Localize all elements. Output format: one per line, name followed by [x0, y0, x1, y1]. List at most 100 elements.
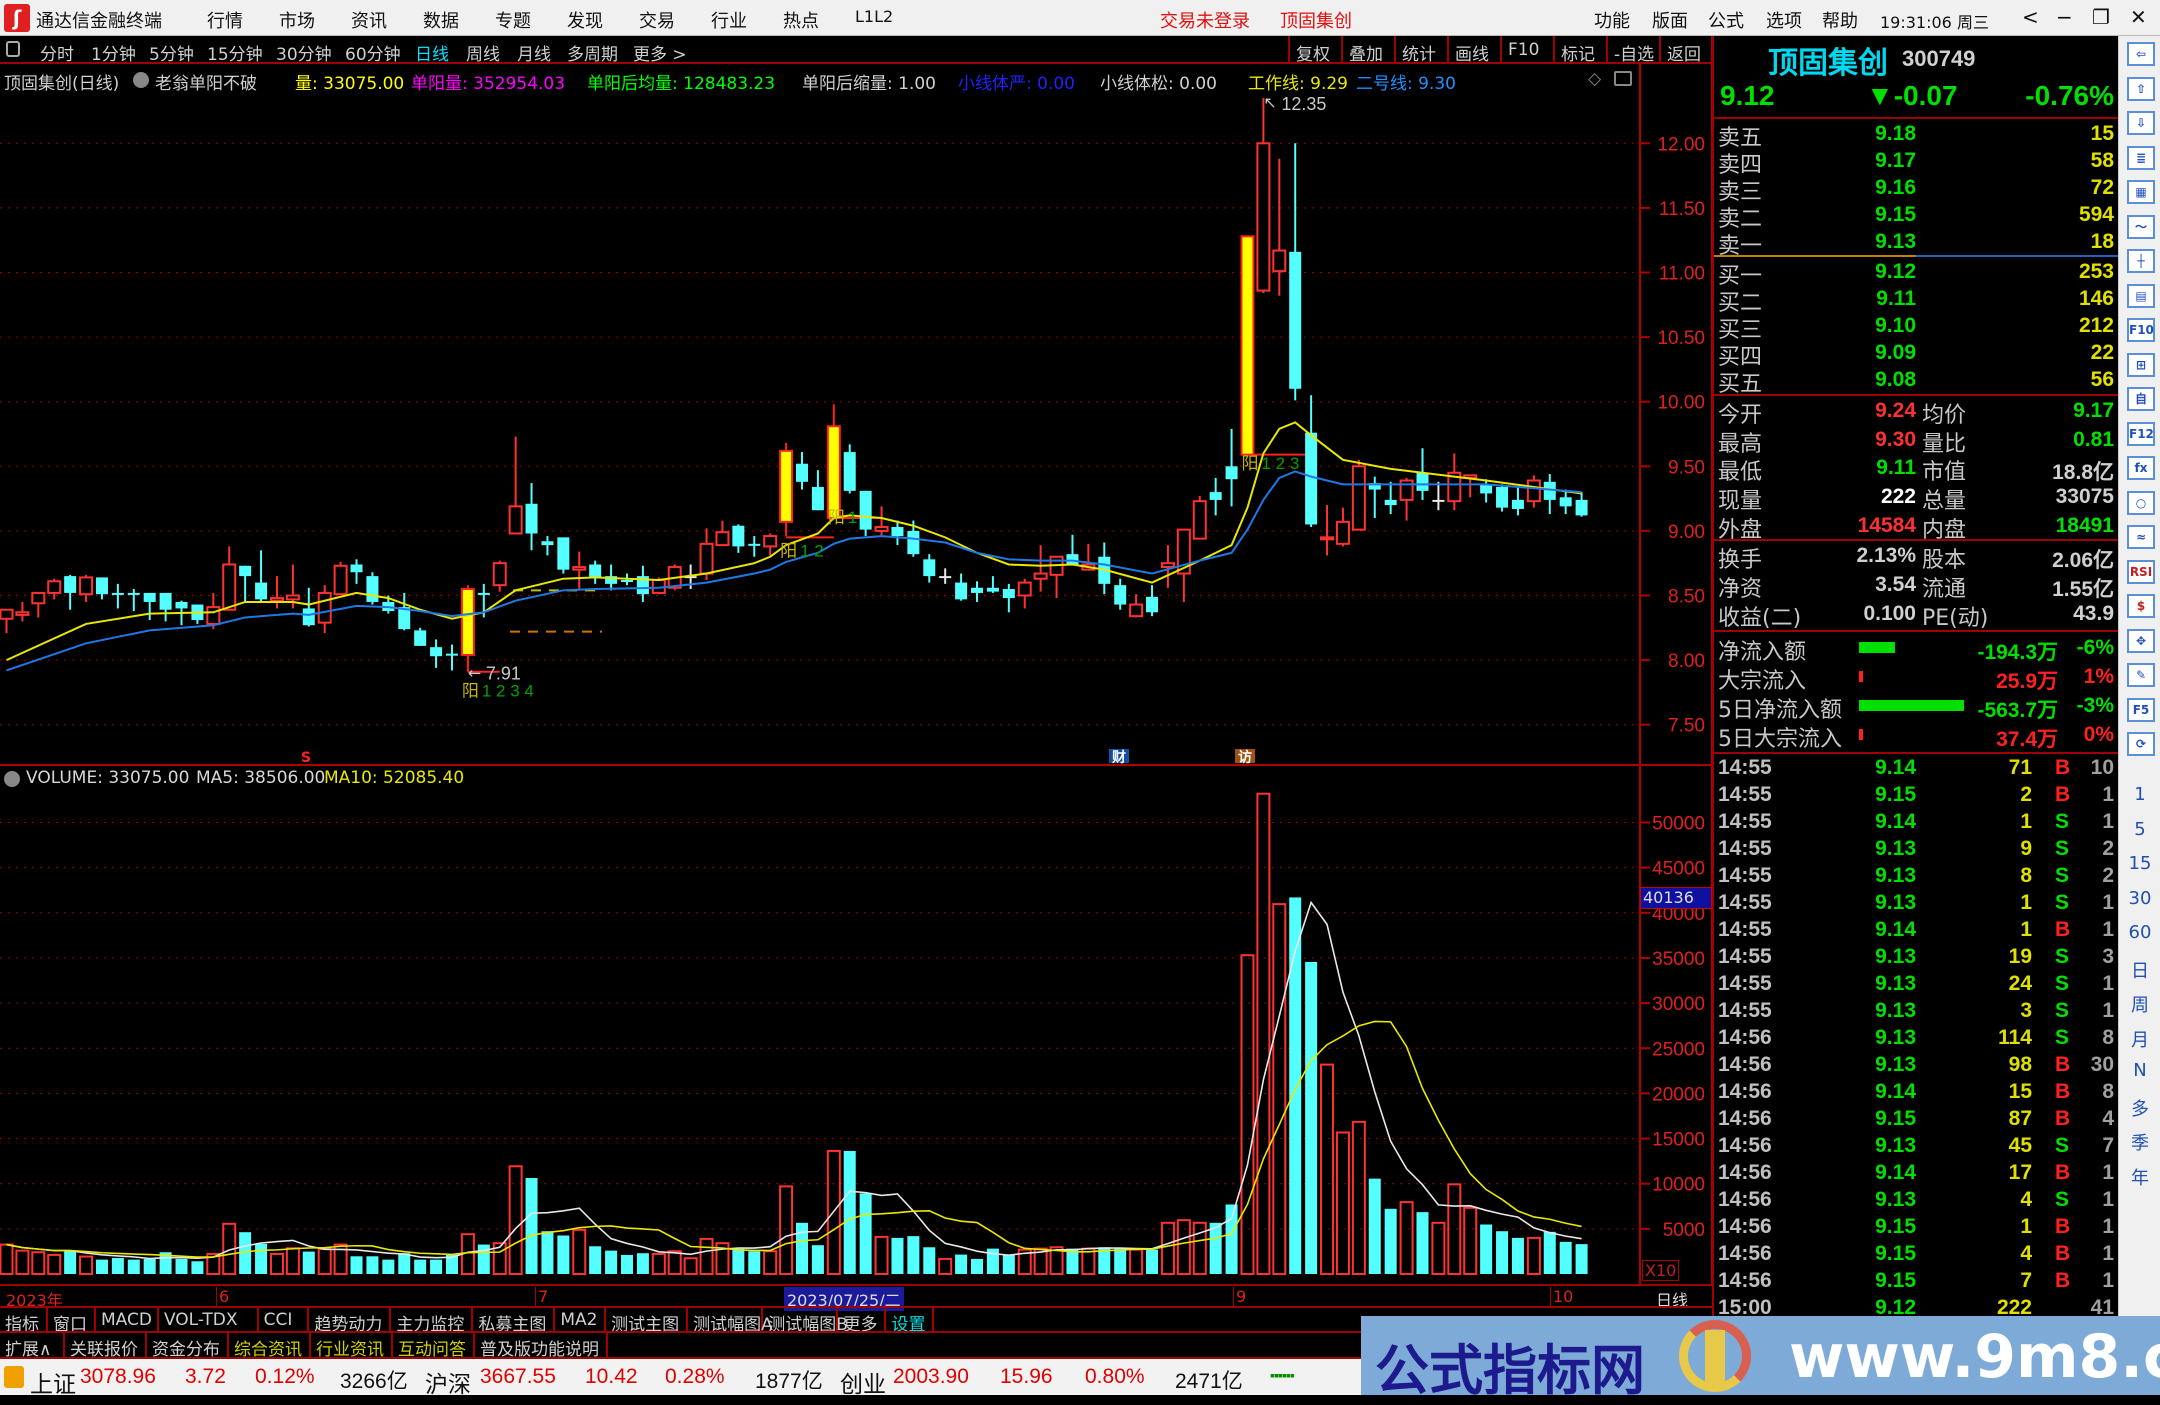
menu-zhuanti[interactable]: 专题 — [495, 11, 531, 32]
menu-hangye[interactable]: 行业 — [711, 11, 747, 32]
menu-gongshi[interactable]: 公式 — [1708, 11, 1744, 32]
quote-list-icon[interactable]: ≣ — [2127, 145, 2155, 170]
period-15min[interactable]: 15分钟 — [207, 45, 263, 65]
period-fenshi[interactable]: 分时 — [40, 45, 74, 65]
tab-item[interactable]: 综合资讯 — [229, 1333, 311, 1360]
menu-xuanxiang[interactable]: 选项 — [1766, 11, 1802, 32]
stats-button[interactable]: 统计 — [1394, 36, 1442, 65]
kline-icon[interactable]: ┼ — [2127, 249, 2155, 273]
ask-level-price[interactable]: 9.17 — [1875, 149, 1916, 172]
period-weekly[interactable]: 周线 — [466, 45, 500, 65]
period-5min[interactable]: 5分钟 — [149, 45, 194, 65]
bid-level-price[interactable]: 9.09 — [1875, 341, 1916, 364]
f10-button[interactable]: F10 — [1500, 36, 1545, 63]
move-icon[interactable]: ✥ — [2127, 628, 2155, 653]
menu-redian[interactable]: 热点 — [783, 11, 819, 32]
tab-item[interactable]: 主力监控 — [391, 1308, 474, 1335]
period-shortcut-0[interactable]: 1 — [2134, 784, 2146, 805]
restore-icon[interactable]: ❐ — [2092, 5, 2110, 29]
period-shortcut-10[interactable]: 季 — [2131, 1133, 2149, 1154]
self-select-icon[interactable]: 自 — [2127, 387, 2155, 411]
back-button[interactable]: 返回 — [1659, 36, 1707, 65]
circle-icon[interactable]: ○ — [2127, 490, 2155, 515]
panel-icon[interactable] — [1614, 71, 1632, 86]
tab-item[interactable]: 测试主图 — [606, 1308, 689, 1335]
menu-shuju[interactable]: 数据 — [423, 11, 459, 32]
menu-gongneng[interactable]: 功能 — [1594, 11, 1630, 32]
menu-shichang[interactable]: 市场 — [279, 11, 315, 32]
tab-item[interactable]: 私募主图 — [473, 1308, 556, 1335]
period-shortcut-1[interactable]: 5 — [2134, 818, 2146, 840]
menu-faxian[interactable]: 发现 — [567, 11, 603, 32]
trade-login-status[interactable]: 交易未登录 — [1160, 11, 1250, 32]
status-item[interactable]: 上证 — [30, 1371, 76, 1397]
period-1min[interactable]: 1分钟 — [91, 45, 136, 65]
ask-level-price[interactable]: 9.15 — [1875, 203, 1916, 226]
close-icon[interactable]: ✕ — [2130, 5, 2147, 29]
period-shortcut-11[interactable]: 年 — [2131, 1167, 2149, 1189]
pencil-icon[interactable]: ✎ — [2127, 663, 2155, 687]
tab-item[interactable]: 设置 — [886, 1308, 935, 1335]
period-60min[interactable]: 60分钟 — [345, 45, 401, 65]
period-shortcut-6[interactable]: 周 — [2131, 995, 2149, 1016]
ask-level-price[interactable]: 9.16 — [1875, 176, 1916, 199]
tab-item[interactable]: VOL-TDX — [159, 1308, 259, 1331]
bid-level-price[interactable]: 9.10 — [1875, 314, 1916, 337]
tab-item[interactable]: 关联报价 — [65, 1333, 147, 1360]
tab-item[interactable]: 测试幅图B — [763, 1308, 848, 1335]
minimize-icon[interactable]: − — [2056, 5, 2073, 29]
volume-dropdown-icon[interactable] — [4, 771, 20, 787]
tab-item[interactable]: 测试幅图A — [688, 1308, 773, 1335]
menu-banmian[interactable]: 版面 — [1652, 11, 1688, 32]
period-shortcut-9[interactable]: 多 — [2131, 1098, 2149, 1120]
tree-icon[interactable]: ⊞ — [2127, 352, 2155, 377]
formula-dropdown-icon[interactable] — [133, 72, 149, 88]
tab-item[interactable]: 普及版功能说明 — [475, 1333, 608, 1360]
tab-item[interactable]: 行业资讯 — [311, 1333, 393, 1360]
period-shortcut-2[interactable]: 15 — [2128, 853, 2152, 874]
period-shortcut-4[interactable]: 60 — [2128, 922, 2152, 943]
arrow-down-icon[interactable]: ⇩ — [2127, 111, 2155, 135]
menu-hangqing[interactable]: 行情 — [207, 11, 243, 32]
index-icon[interactable] — [4, 1366, 24, 1388]
menu-zixun[interactable]: 资讯 — [351, 11, 387, 32]
period-shortcut-5[interactable]: 日 — [2131, 960, 2149, 982]
period-monthly[interactable]: 月线 — [517, 45, 551, 65]
bid-level-price[interactable]: 9.08 — [1875, 368, 1916, 391]
tab-item[interactable]: 扩展∧ — [0, 1333, 65, 1360]
tab-item[interactable]: 资金分布 — [147, 1333, 229, 1360]
status-item[interactable]: 创业 — [840, 1371, 886, 1397]
trend-icon[interactable]: 〜 — [2127, 214, 2155, 239]
wave-icon[interactable]: ≈ — [2127, 525, 2155, 549]
menu-bangzhu[interactable]: 帮助 — [1822, 11, 1858, 32]
diamond-icon[interactable]: ◇ — [1588, 69, 1602, 89]
tab-item[interactable]: MA2 — [555, 1308, 607, 1331]
period-more[interactable]: 更多 > — [633, 45, 687, 65]
kline-chart[interactable]: 12.00 11.50 11.00 10.50 10.00 9.50 9.00 8.50 8.0… — [0, 0, 1712, 1290]
ask-level-price[interactable]: 9.13 — [1875, 230, 1916, 253]
fuquan-button[interactable]: 复权 — [1288, 36, 1336, 65]
mark-button[interactable]: 标记 — [1553, 36, 1601, 65]
f10-icon[interactable]: F10 — [2127, 318, 2155, 342]
draw-button[interactable]: 画线 — [1447, 36, 1495, 65]
function-icon[interactable]: fx — [2127, 456, 2155, 480]
rsi-icon[interactable]: RSI — [2127, 559, 2155, 584]
period-shortcut-8[interactable]: N — [2133, 1060, 2147, 1081]
arrow-up-icon[interactable]: ⇧ — [2127, 76, 2155, 101]
board-icon[interactable]: ▦ — [2127, 180, 2155, 204]
menu-jiaoyi[interactable]: 交易 — [639, 11, 675, 32]
tab-item[interactable]: 互动问答 — [393, 1333, 475, 1360]
tab-item[interactable]: CCI — [259, 1308, 310, 1331]
bid-level-price[interactable]: 9.11 — [1876, 287, 1916, 310]
tab-item[interactable]: 更多 — [838, 1308, 887, 1335]
tab-item[interactable]: 指标 — [0, 1308, 48, 1335]
f5-icon[interactable]: F5 — [2127, 697, 2155, 722]
ask-level-price[interactable]: 9.18 — [1875, 122, 1916, 145]
period-shortcut-7[interactable]: 月 — [2131, 1029, 2149, 1051]
period-daily[interactable]: 日线 — [415, 45, 449, 65]
tab-item[interactable]: 窗口 — [48, 1308, 96, 1335]
period-shortcut-3[interactable]: 30 — [2128, 887, 2152, 909]
add-watchlist-button[interactable]: -自选 — [1606, 36, 1660, 65]
tab-item[interactable]: 趋势动力 — [309, 1308, 392, 1335]
period-multi[interactable]: 多周期 — [567, 45, 618, 65]
